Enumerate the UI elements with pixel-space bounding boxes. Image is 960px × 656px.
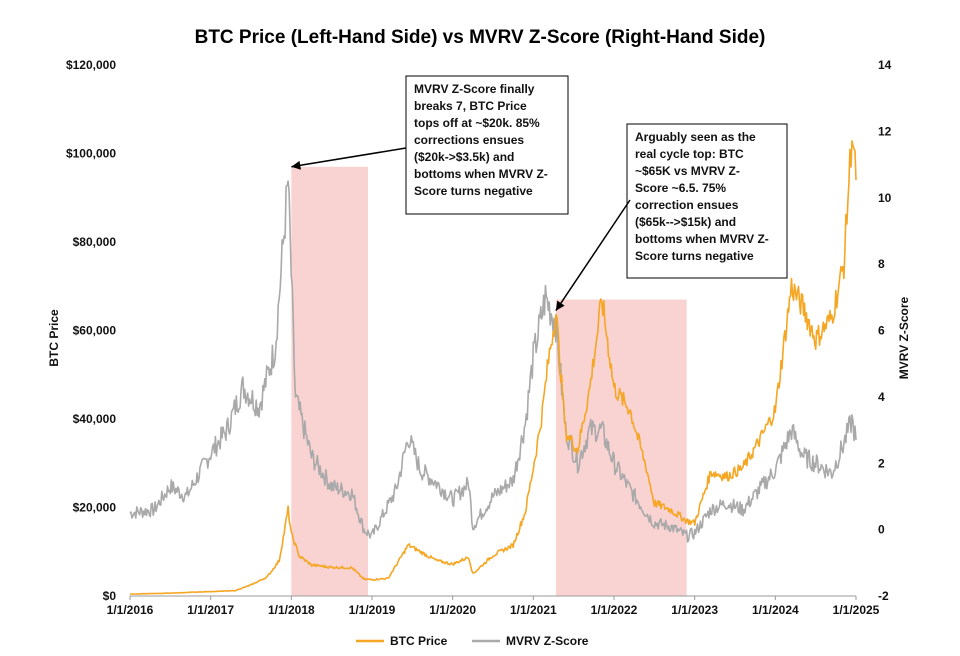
annotation-text-line: correction ensues: [635, 198, 739, 212]
x-tick-label: 1/1/2023: [671, 603, 718, 617]
annotation-text-line: bottoms when MVRV Z-: [414, 167, 548, 181]
x-tick-label: 1/1/2018: [268, 603, 315, 617]
y2-tick-label: 4: [878, 390, 885, 404]
series-line-mvrv-z-score: [129, 180, 857, 543]
annotation-text-line: Arguably seen as the: [635, 130, 756, 144]
annotation-text-line: Score turns negative: [414, 184, 533, 198]
annotation-box-2: [626, 123, 788, 279]
annotation-text-line: ~$65K vs MVRV Z-: [635, 164, 740, 178]
x-tick-label: 1/1/2020: [429, 603, 476, 617]
x-tick-label: 1/1/2025: [833, 603, 880, 617]
y2-tick-label: 6: [878, 324, 885, 338]
y2-tick-label: 2: [878, 456, 885, 470]
y2-tick-label: 10: [878, 191, 892, 205]
annotation-text-line: ($20k->$3.5k) and: [414, 150, 514, 164]
y-tick-label: $40,000: [73, 412, 117, 426]
annotation-text-line: tops off at ~$20k. 85%: [414, 116, 540, 130]
x-tick-label: 1/1/2021: [510, 603, 557, 617]
x-tick-label: 1/1/2024: [752, 603, 799, 617]
x-tick-label: 1/1/2019: [349, 603, 396, 617]
annotation-text-line: ($65k-->$15k) and: [635, 215, 736, 229]
annotation-text-line: bottoms when MVRV Z-: [635, 232, 769, 246]
y2-tick-label: -2: [878, 589, 889, 603]
y-tick-label: $60,000: [73, 324, 117, 338]
y-tick-label: $0: [103, 589, 117, 603]
y-axis-label: BTC Price: [47, 309, 61, 367]
y2-tick-label: 0: [878, 523, 885, 537]
annotation-arrowhead-2: [555, 300, 565, 311]
y-tick-label: $120,000: [66, 58, 116, 72]
chart-title: BTC Price (Left-Hand Side) vs MVRV Z-Sco…: [195, 27, 766, 48]
shaded-region-1: [291, 166, 368, 596]
y2-tick-label: 14: [878, 58, 892, 72]
shaded-regions: [291, 166, 687, 596]
annotation-arrow-1: [291, 147, 407, 168]
legend-label-btc-price: BTC Price: [390, 634, 448, 648]
y-tick-label: $80,000: [73, 235, 117, 249]
legend-label-mvrv-z-score: MVRV Z-Score: [506, 634, 589, 648]
annotation-arrowhead-1: [291, 160, 301, 170]
y-tick-label: $100,000: [66, 147, 116, 161]
shaded-region-2: [555, 299, 687, 596]
annotation-arrow-2: [555, 199, 631, 312]
annotations: MVRV Z-Score finally breaks 7, BTC Price t…: [291, 75, 788, 312]
x-tick-label: 1/1/2016: [107, 603, 154, 617]
x-tick-label: 1/1/2022: [591, 603, 638, 617]
y2-axis-label: MVRV Z-Score: [897, 296, 911, 379]
annotation-text-line: Score ~6.5. 75%: [635, 181, 726, 195]
annotation-text-line: MVRV Z-Score finally: [414, 82, 535, 96]
annotation-text-line: corrections ensues: [414, 133, 524, 147]
annotation-text-line: breaks 7, BTC Price: [414, 99, 527, 113]
legend: BTC Price MVRV Z-Score: [356, 634, 589, 648]
annotation-text-line: real cycle top: BTC: [635, 147, 744, 161]
y2-tick-label: 12: [878, 124, 892, 138]
axes: 1/1/2016 1/1/2017 1/1/2018 1/1/2019 1/1/2020…: [66, 58, 892, 617]
series-lines: [129, 140, 857, 595]
annotation-box-1: [405, 75, 569, 215]
series-line-btc-price: [129, 140, 857, 595]
y2-tick-label: 8: [878, 257, 885, 271]
x-tick-label: 1/1/2017: [187, 603, 234, 617]
annotation-text-line: Score turns negative: [635, 249, 754, 263]
y-tick-label: $20,000: [73, 501, 117, 515]
